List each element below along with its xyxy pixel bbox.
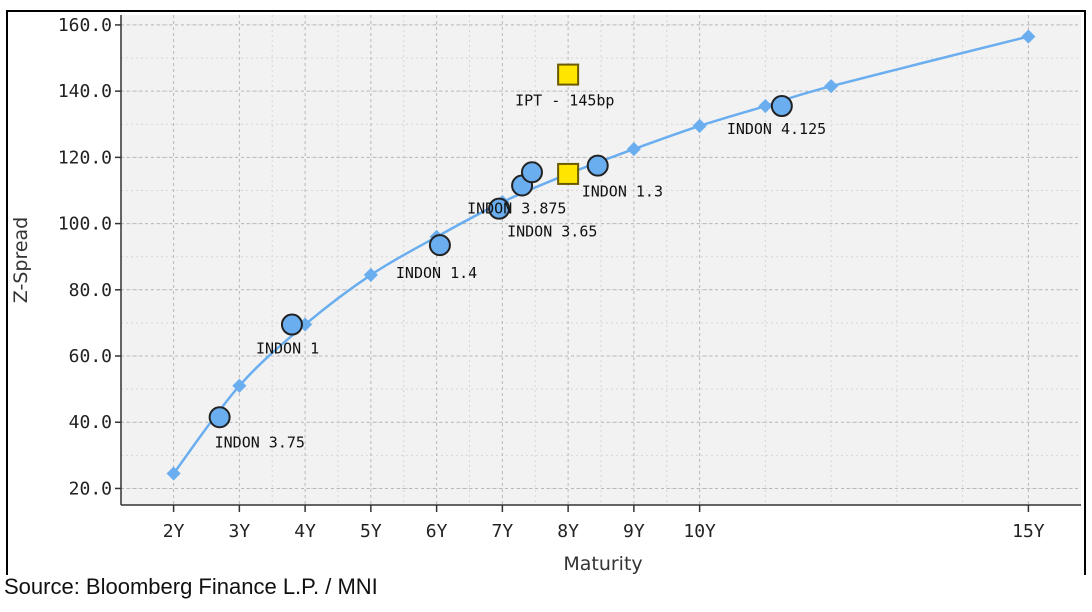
y-tick-label: 80.0 <box>69 280 112 301</box>
x-tick-label: 8Y <box>557 521 579 542</box>
x-tick-label: 7Y <box>492 521 514 542</box>
x-tick-label: 6Y <box>426 521 448 542</box>
bond-point <box>428 234 451 257</box>
bond-label: INDON 1.4 <box>396 264 477 282</box>
curve-point <box>824 79 839 94</box>
curve-point <box>626 142 641 157</box>
bond-label: INDON 3.65 <box>507 223 597 241</box>
curve-line <box>172 35 1029 475</box>
x-tick-label: 15Y <box>1012 521 1045 542</box>
new-issue-label: IPT - 145bp <box>515 92 614 110</box>
x-tick-label: 3Y <box>229 521 251 542</box>
y-tick-label: 40.0 <box>69 412 112 433</box>
bond-label: INDON 3.75 <box>215 433 305 451</box>
new-issue-square <box>557 162 580 185</box>
bond-point <box>520 161 543 184</box>
x-tick-label: 9Y <box>623 521 645 542</box>
curve-point <box>166 466 181 481</box>
z-spread-chart: 20.0 40.0 60.0 80.0 100.0 120.0 140.0 160.0 2Y 3Y… <box>10 15 1081 575</box>
x-axis-title: Maturity <box>563 553 642 575</box>
y-tick-label: 160.0 <box>58 15 112 36</box>
axes: 20.0 40.0 60.0 80.0 100.0 120.0 140.0 160.0 2Y 3Y… <box>58 15 1081 542</box>
bond-point <box>280 313 303 336</box>
y-axis-title: Z-Spread <box>10 217 32 303</box>
bond-label: INDON 3.875 <box>467 200 566 218</box>
new-issue-square <box>557 63 580 86</box>
curve-point <box>692 118 707 133</box>
bond-label: INDON 4.125 <box>727 120 826 138</box>
bond-label: INDON 1 <box>256 340 319 358</box>
x-tick-label: 4Y <box>294 521 316 542</box>
y-tick-label: 100.0 <box>58 214 112 235</box>
bond-label: INDON 1.3 <box>582 183 663 201</box>
y-tick-label: 60.0 <box>69 346 112 367</box>
x-tick-label: 2Y <box>163 521 185 542</box>
curve-point <box>363 267 378 282</box>
bond-point <box>488 197 511 220</box>
bond-point <box>586 154 609 177</box>
x-tick-label: 10Y <box>683 521 716 542</box>
grid <box>121 15 1081 505</box>
x-tick-label: 5Y <box>360 521 382 542</box>
bond-point <box>770 95 793 118</box>
source-note: Source: Bloomberg Finance L.P. / MNI <box>4 574 378 599</box>
curve-point <box>232 378 247 393</box>
curve-point <box>758 98 773 114</box>
y-tick-label: 120.0 <box>58 147 112 168</box>
bond-point <box>208 406 231 429</box>
y-tick-label: 140.0 <box>58 81 112 102</box>
y-tick-label: 20.0 <box>69 478 112 499</box>
marks: INDON 3.75 INDON 1 INDON 1.4 INDON 3.65 INDO… <box>166 29 1036 481</box>
